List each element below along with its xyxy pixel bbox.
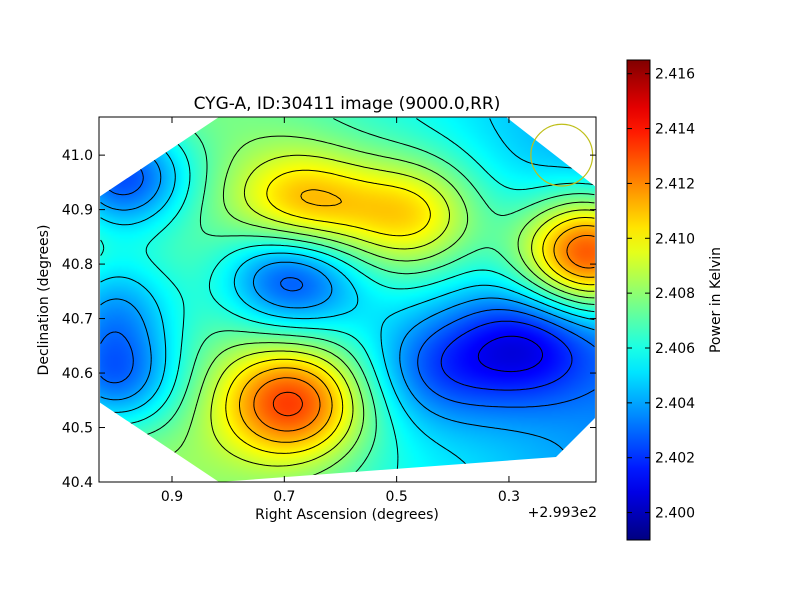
- plot-area: [98, 116, 597, 483]
- y-tick-label: 40.4: [62, 475, 93, 491]
- colorbar-tick-label: 2.406: [655, 341, 695, 357]
- colorbar: 2.400 2.402 2.404 2.406 2.408 2.410 2.412 2.414…: [626, 59, 724, 541]
- contour-lines: [100, 118, 595, 481]
- contour-line: [253, 235, 595, 432]
- contour-line: [210, 154, 595, 467]
- colorbar-tick-label: 2.412: [655, 176, 695, 192]
- x-tick-label: 0.7: [273, 489, 295, 505]
- y-axis-label: Declination (degrees): [36, 225, 52, 376]
- contour-line: [100, 135, 595, 481]
- chart-title: CYG-A, ID:30411 image (9000.0,RR): [194, 94, 501, 114]
- contour-line: [225, 169, 595, 454]
- contour-line: [272, 391, 303, 417]
- y-tick-label: 41.0: [62, 148, 93, 164]
- contour-line: [239, 189, 595, 443]
- x-tick-label: 0.9: [161, 489, 183, 505]
- contour-line: [440, 320, 573, 391]
- x-axis: 0.9 0.7 0.5 0.3: [161, 117, 520, 505]
- y-tick-label: 40.9: [62, 203, 93, 219]
- y-tick-label: 40.5: [62, 421, 93, 437]
- colorbar-label: Power in Kelvin: [708, 247, 724, 353]
- x-tick-label: 0.5: [386, 489, 408, 505]
- colorbar-ticks: 2.400 2.402 2.404 2.406 2.408 2.410 2.412 2.414…: [627, 67, 695, 522]
- y-tick-label: 40.6: [62, 366, 93, 382]
- colorbar-tick-label: 2.400: [655, 506, 695, 522]
- colorbar-tick-label: 2.410: [655, 231, 695, 247]
- contour-line: [477, 335, 543, 373]
- colorbar-tick-label: 2.414: [655, 122, 695, 138]
- y-axis: 40.4 40.5 40.6 40.7 40.8 40.9 41.0: [62, 148, 596, 491]
- colorbar-tick-label: 2.408: [655, 286, 695, 302]
- colorbar-tick-label: 2.402: [655, 451, 695, 467]
- contour-line: [100, 118, 595, 481]
- colorbar-tick-label: 2.416: [655, 67, 695, 83]
- colorbar-gradient: [626, 59, 651, 541]
- colorbar-tick-label: 2.404: [655, 396, 695, 412]
- x-axis-label: Right Ascension (degrees): [255, 507, 439, 523]
- plot-frame: [98, 116, 597, 483]
- x-tick-label: 0.3: [498, 489, 520, 505]
- heatmap-image: [99, 117, 596, 482]
- y-tick-label: 40.8: [62, 257, 93, 273]
- x-offset-label: +2.993e2: [528, 505, 597, 521]
- y-tick-label: 40.7: [62, 312, 93, 328]
